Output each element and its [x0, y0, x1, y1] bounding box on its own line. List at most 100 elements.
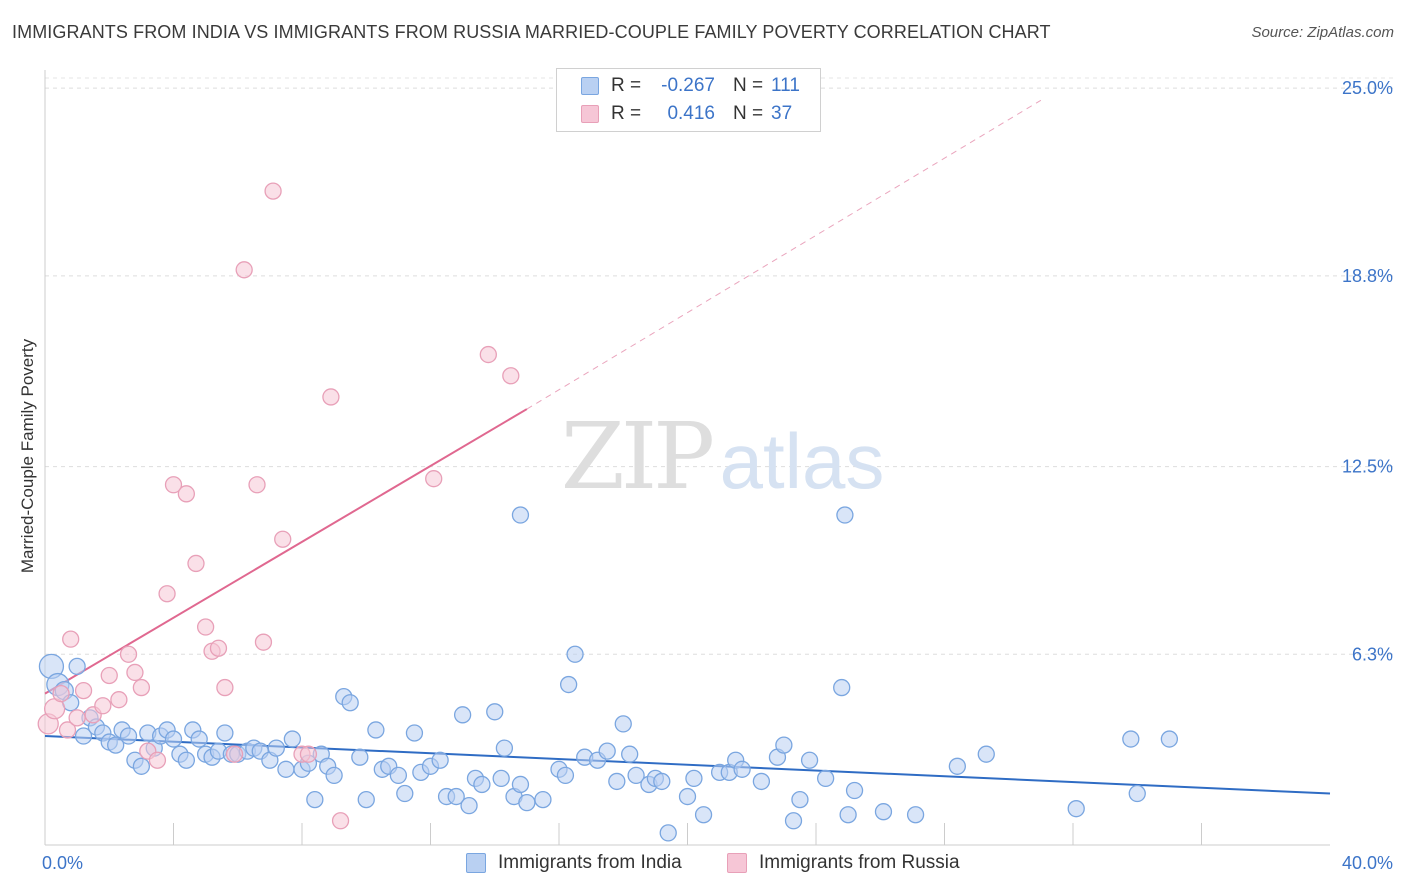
point-india — [511, 775, 530, 794]
series-legend: Immigrants from India Immigrants from Ru… — [0, 852, 1406, 876]
point-india — [608, 772, 626, 791]
point-india — [556, 766, 575, 785]
point-india — [775, 736, 793, 754]
point-india — [267, 739, 285, 757]
point-india — [74, 727, 93, 745]
point-india — [733, 760, 751, 778]
series-swatch-india — [466, 853, 486, 873]
legend-r-label: R = — [611, 75, 642, 96]
point-india — [1122, 730, 1140, 748]
point-india — [492, 769, 510, 788]
point-india — [784, 812, 803, 830]
legend-row-india: R = -0.267 N = 111 — [581, 73, 800, 99]
point-india — [559, 675, 578, 694]
point-india — [447, 787, 465, 806]
point-india — [107, 736, 125, 754]
point-india — [453, 706, 472, 724]
point-india — [836, 506, 854, 524]
legend-n-value: 37 — [771, 103, 793, 124]
axis-layer — [44, 70, 1330, 846]
point-russia — [164, 476, 183, 494]
point-russia — [62, 630, 80, 648]
points-layer — [37, 182, 1179, 842]
grid-layer — [45, 77, 1393, 655]
point-india — [190, 730, 208, 748]
point-russia — [254, 633, 273, 651]
point-india — [396, 784, 414, 803]
x-tick-label-min: 0.0% — [42, 853, 83, 873]
point-russia — [216, 678, 234, 697]
point-india — [367, 721, 385, 739]
series-legend-label: Immigrants from Russia — [759, 852, 960, 873]
point-india — [431, 751, 449, 769]
point-india — [694, 806, 713, 824]
point-india — [752, 772, 771, 791]
point-russia — [209, 639, 228, 657]
correlation-legend: R = -0.267 N = 111 R = 0.416 N = 37 — [556, 68, 821, 132]
point-russia — [502, 367, 520, 385]
y-tick-label: 25.0% — [1342, 78, 1393, 98]
point-russia — [126, 663, 144, 682]
watermark: ZIP atlas — [561, 403, 884, 510]
point-india — [132, 757, 151, 775]
legend-row-russia: R = 0.416 N = 37 — [581, 101, 792, 127]
y-tick-label: 6.3% — [1352, 644, 1393, 664]
point-india — [627, 766, 645, 785]
point-india — [389, 766, 408, 785]
legend-r-value: -0.267 — [661, 75, 715, 96]
point-russia — [132, 678, 151, 697]
point-india — [405, 724, 424, 742]
legend-swatch-russia — [581, 105, 599, 123]
point-india — [906, 806, 925, 824]
point-india — [948, 757, 966, 775]
point-russia — [196, 618, 215, 636]
point-india — [874, 803, 893, 821]
tick-label-layer: 6.3% 12.5% 18.8% 25.0% — [1342, 78, 1393, 664]
point-russia — [322, 388, 340, 406]
point-india — [177, 751, 196, 769]
point-india — [659, 824, 677, 842]
point-russia — [148, 751, 167, 769]
point-india — [68, 657, 86, 676]
point-india — [460, 796, 478, 815]
point-russia — [425, 470, 443, 488]
point-india — [816, 769, 835, 788]
point-russia — [158, 585, 176, 603]
legend-swatch-india — [581, 77, 599, 95]
point-india — [495, 739, 514, 757]
point-india — [511, 506, 530, 524]
legend-n-label: N = — [733, 75, 764, 96]
point-russia — [235, 261, 253, 279]
series-legend-russia: Immigrants from Russia — [727, 852, 960, 874]
point-india — [791, 790, 809, 809]
point-russia — [264, 182, 282, 200]
series-swatch-russia — [727, 853, 747, 873]
point-india — [277, 760, 295, 778]
point-india — [566, 645, 584, 663]
point-russia — [110, 691, 128, 709]
trend-line-russia — [44, 408, 528, 695]
chart-title: IMMIGRANTS FROM INDIA VS IMMIGRANTS FROM… — [12, 22, 1051, 42]
point-russia — [479, 345, 497, 364]
y-tick-label: 18.8% — [1342, 266, 1393, 286]
point-russia — [225, 745, 244, 763]
legend-n-value: 111 — [771, 75, 800, 96]
legend-r-value: 0.416 — [667, 103, 715, 124]
point-india — [833, 678, 851, 697]
point-india — [614, 715, 632, 733]
point-india — [306, 790, 324, 809]
point-russia — [94, 697, 112, 715]
legend-r-label: R = — [611, 103, 642, 124]
point-india — [598, 742, 616, 760]
point-india — [534, 790, 552, 809]
point-india — [119, 727, 138, 745]
point-russia — [177, 485, 196, 503]
y-tick-label: 12.5% — [1342, 457, 1393, 477]
point-russia — [100, 666, 118, 685]
point-india — [164, 730, 183, 748]
point-india — [357, 790, 375, 809]
point-india — [518, 793, 536, 812]
point-india — [486, 703, 504, 721]
chart-source: Source: ZipAtlas.com — [1251, 24, 1394, 41]
point-india — [685, 769, 703, 788]
